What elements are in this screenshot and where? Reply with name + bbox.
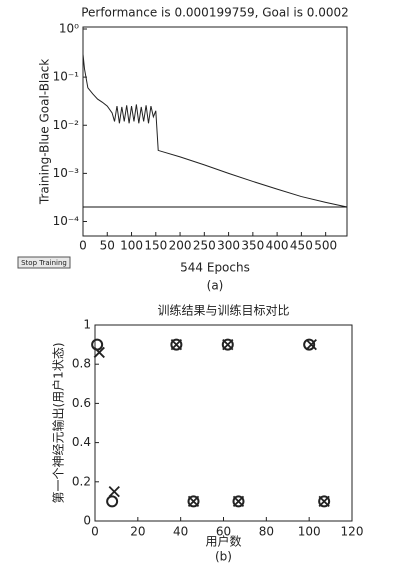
point-circle <box>232 495 245 508</box>
y-axis-label: Training-Blue Goal-Black <box>38 59 52 205</box>
y-tick-label: 10⁻³ <box>53 166 80 180</box>
x-tick-label: 400 <box>266 239 289 253</box>
y-tick-label: 0.6 <box>72 396 91 410</box>
point-cross <box>108 485 120 498</box>
point-circle <box>106 495 119 508</box>
point-circle <box>187 495 200 508</box>
y-tick-label: 0.4 <box>72 435 91 449</box>
y-axis-label: 第一个神经元输出(用户1状态) <box>51 343 66 504</box>
point-cross <box>222 338 234 351</box>
y-tick-label: 0.8 <box>72 357 91 371</box>
x-tick-label: 50 <box>100 239 115 253</box>
series-line <box>82 54 348 208</box>
y-tick-label: 10⁻² <box>53 118 80 132</box>
x-tick-label: 300 <box>217 239 240 253</box>
point-circle <box>91 338 104 351</box>
x-tick-label: 100 <box>298 525 321 539</box>
x-axis-label: 用户数 <box>205 534 241 549</box>
chart-title: 训练结果与训练目标对比 <box>157 303 289 318</box>
point-cross <box>187 495 200 508</box>
x-tick-label: 0 <box>91 525 99 539</box>
x-tick-label: 100 <box>120 239 143 253</box>
plot-box <box>82 26 348 237</box>
y-tick-label: 10⁰ <box>59 21 79 35</box>
x-tick-label: 200 <box>169 239 192 253</box>
caption: (a) <box>207 279 224 293</box>
point-circle <box>303 338 316 351</box>
caption: (b) <box>215 550 232 564</box>
y-tick-label: 10⁻¹ <box>53 70 80 84</box>
y-tick-label: 1 <box>83 318 91 332</box>
y-tick-label: 0.2 <box>72 474 91 488</box>
plot-box <box>94 324 353 522</box>
point-cross <box>170 338 183 351</box>
y-tick-label: 10⁻⁴ <box>53 214 80 228</box>
chart-title: Performance is 0.000199759, Goal is 0.00… <box>81 6 349 20</box>
x-tick-label: 450 <box>290 239 313 253</box>
stop-button[interactable] <box>17 256 71 269</box>
x-axis-label: 544 Epochs <box>180 261 250 275</box>
x-tick-label: 40 <box>173 525 188 539</box>
x-tick-label: 350 <box>241 239 264 253</box>
point-cross <box>232 495 245 508</box>
x-tick-label: 500 <box>314 239 337 253</box>
point-cross <box>318 495 330 508</box>
x-tick-label: 120 <box>341 525 364 539</box>
point-circle <box>221 338 234 351</box>
x-tick-label: 80 <box>259 525 274 539</box>
x-tick-label: 20 <box>130 525 145 539</box>
y-tick-label: 0 <box>83 514 91 528</box>
x-tick-label: 60 <box>216 525 231 539</box>
x-tick-label: 250 <box>193 239 216 253</box>
point-circle <box>170 338 183 351</box>
x-tick-label: 0 <box>79 239 87 253</box>
point-cross <box>305 338 317 351</box>
point-circle <box>318 495 331 508</box>
point-cross <box>93 346 105 359</box>
stop-button-label[interactable]: Stop Training <box>21 259 67 267</box>
x-tick-label: 150 <box>144 239 167 253</box>
